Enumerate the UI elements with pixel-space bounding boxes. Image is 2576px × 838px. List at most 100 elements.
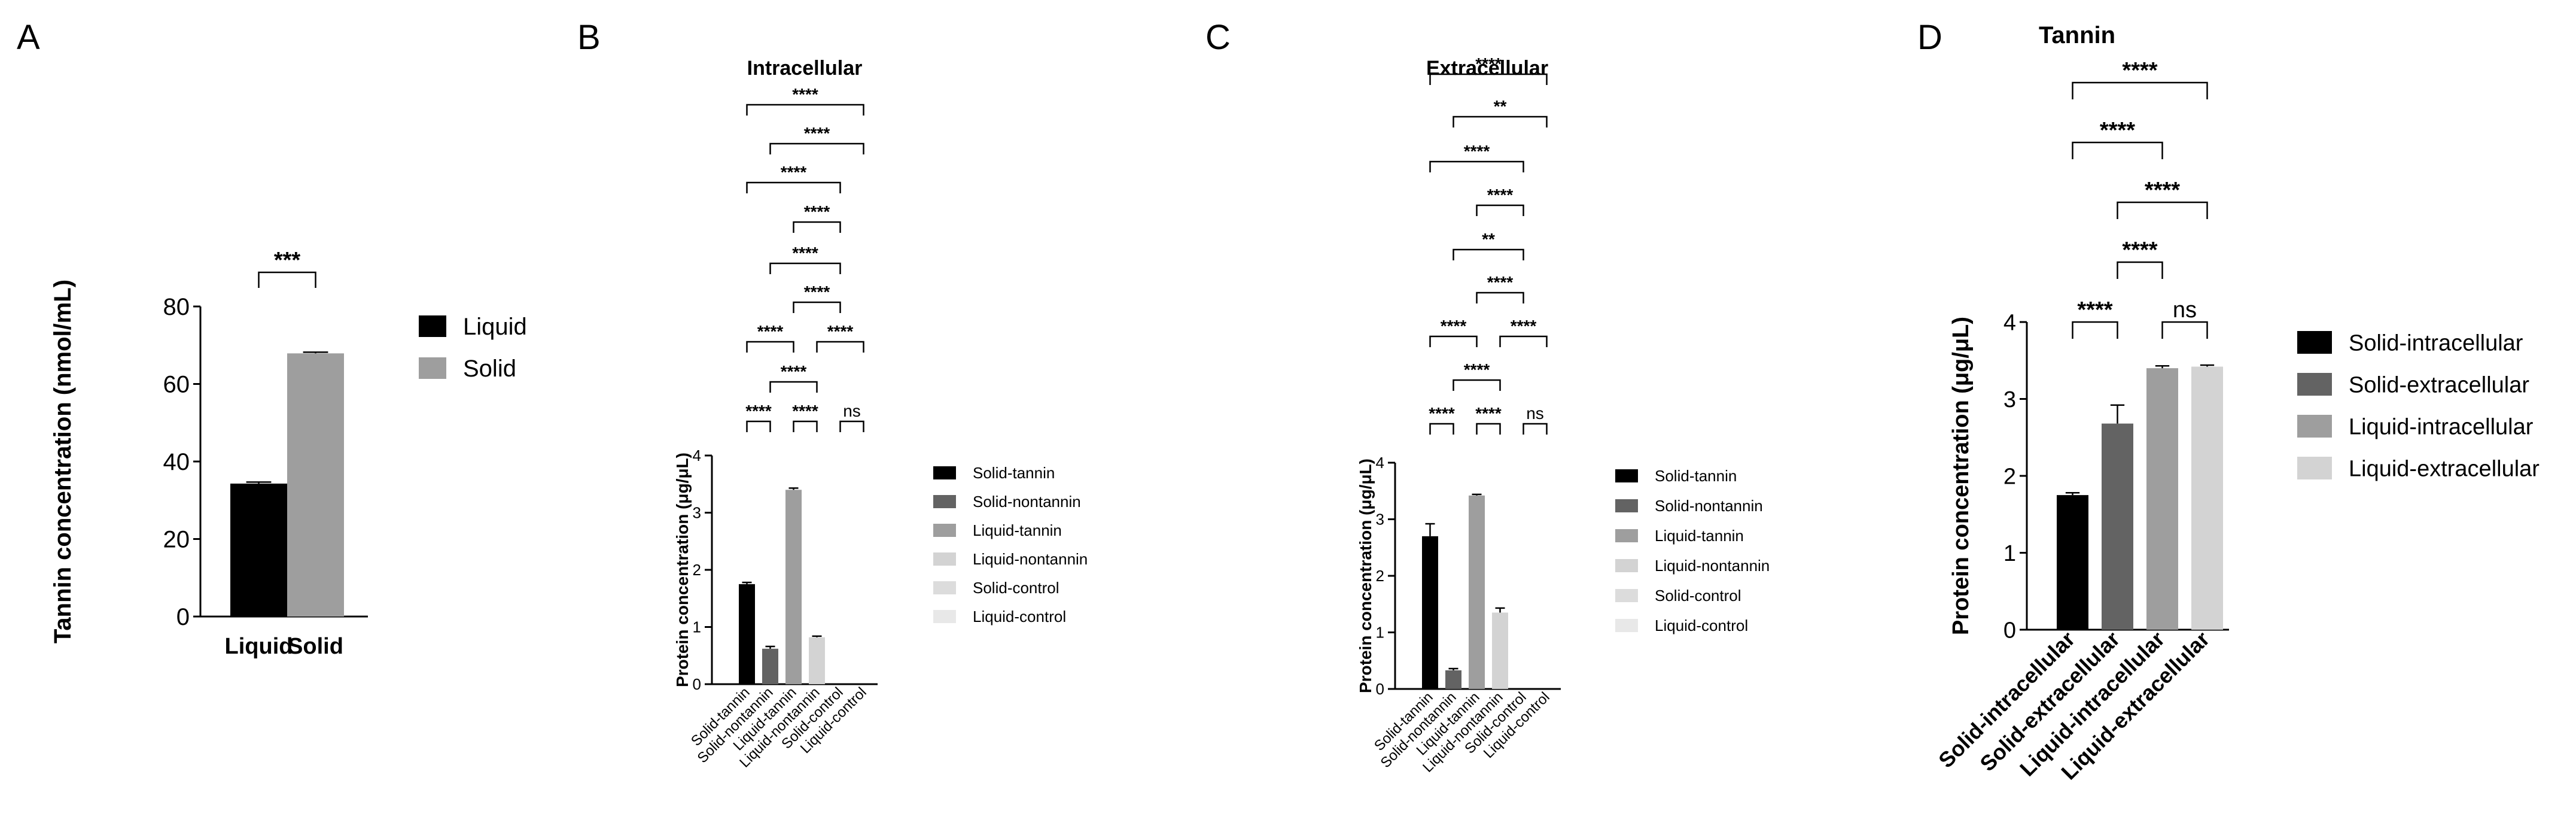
significance-bracket [1476, 204, 1524, 216]
significance-label: **** [2100, 118, 2135, 143]
legend-swatch [933, 552, 956, 566]
legend-label: Liquid-nontannin [973, 550, 1088, 568]
significance-bracket [793, 420, 818, 432]
significance-label: **** [1475, 404, 1502, 423]
y-axis-label: Protein concentration (μg/μL) [1948, 317, 1974, 635]
significance-bracket [2072, 81, 2208, 99]
legend-swatch [1615, 619, 1638, 632]
panel-label-c: C [1205, 18, 1231, 57]
y-tick-label: 40 [163, 449, 190, 475]
significance-label: **** [2122, 238, 2157, 263]
significance-bracket [1499, 335, 1548, 347]
significance-label: ** [1482, 230, 1495, 248]
significance-bracket [2161, 321, 2208, 339]
significance-bracket [746, 420, 771, 432]
significance-label: **** [781, 163, 807, 181]
panel-a-tannin-chart: 0 20 40 60 80 Tannin concentration (nmol/mL) L… [50, 248, 527, 659]
significance-bracket [769, 262, 841, 274]
y-tick-label: 60 [163, 372, 190, 398]
significance-bracket [793, 301, 841, 313]
y-tick-label: 0 [176, 604, 190, 630]
bar-liquid-nontannin [809, 637, 825, 684]
bar-solid-nontannin [762, 648, 778, 684]
significance-bracket [2117, 201, 2208, 219]
significance-bracket [1453, 248, 1524, 260]
chart-title: Tannin [2039, 22, 2115, 48]
significance-label: **** [1464, 142, 1490, 160]
significance-label: **** [781, 362, 807, 381]
y-tick-label: 4 [693, 447, 701, 464]
bar-liquid-tannin [1469, 495, 1485, 689]
significance-bracket [769, 381, 818, 393]
y-tick-label: 20 [163, 527, 190, 553]
legend-swatch [419, 357, 446, 379]
y-tick-label: 0 [1376, 680, 1384, 698]
significance-label: **** [1487, 186, 1514, 204]
significance-label: **** [804, 124, 830, 142]
legend-swatch [933, 610, 956, 623]
legend-swatch [1615, 589, 1638, 602]
significance-label: **** [2145, 178, 2180, 203]
significance-label: **** [792, 402, 818, 420]
significance-bracket [1476, 423, 1501, 435]
significance-bracket [2072, 141, 2163, 159]
significance-bracket [1429, 335, 1478, 347]
significance-label: **** [1487, 273, 1514, 292]
x-tick-label: Solid [288, 634, 343, 659]
significance-label: **** [1464, 360, 1490, 379]
significance-bracket [1476, 292, 1524, 303]
y-tick-label: 4 [1376, 454, 1384, 472]
significance-label: **** [1429, 404, 1455, 423]
legend-swatch [2297, 457, 2332, 479]
bar-solid-tannin [739, 584, 755, 684]
y-axis-label: Tannin concentration (nmol/mL) [50, 280, 76, 643]
bar-solid-extracellular [2102, 423, 2133, 630]
y-tick-label: 2 [2003, 464, 2016, 489]
significance-label: ns [2173, 297, 2197, 323]
significance-label: **** [804, 283, 830, 301]
significance-bracket [1453, 379, 1501, 391]
legend-label: Solid-tannin [1655, 467, 1737, 485]
significance-bracket [839, 420, 864, 432]
legend-swatch [933, 495, 956, 508]
legend-swatch [1615, 529, 1638, 542]
significance-label: **** [1511, 317, 1537, 335]
panel-label-a: A [17, 18, 40, 57]
significance-label: **** [757, 322, 784, 341]
bar-liquid-nontannin [1492, 612, 1508, 689]
y-axis-label: Protein concentration (μg/μL) [1356, 459, 1375, 693]
significance-label: **** [2122, 58, 2157, 83]
legend-swatch [1615, 559, 1638, 572]
legend-swatch [2297, 415, 2332, 438]
x-tick-label: Liquid [225, 634, 293, 659]
y-axis-label: Protein concentration (μg/μL) [673, 453, 692, 687]
significance-bracket [816, 341, 864, 353]
bar-liquid-intracellular [2146, 368, 2178, 630]
panel-label-b: B [577, 18, 601, 57]
bar-solid-intracellular [2057, 495, 2088, 630]
legend-label: Solid-control [973, 579, 1059, 597]
legend-label: Liquid [463, 314, 527, 340]
significance-bracket [1453, 116, 1548, 127]
legend-swatch [1615, 469, 1638, 482]
significance-label: ** [1494, 97, 1507, 116]
bar-liquid-extracellular [2191, 366, 2223, 630]
y-tick-label: 3 [2003, 387, 2016, 412]
significance-bracket [1523, 423, 1548, 435]
y-tick-label: 1 [2003, 541, 2016, 566]
significance-bracket [258, 271, 316, 288]
panel-label-d: D [1917, 18, 1942, 57]
legend-label: Liquid-nontannin [1655, 557, 1770, 575]
y-tick-label: 2 [1376, 567, 1384, 585]
significance-label: ns [843, 402, 861, 420]
legend-label: Solid-tannin [973, 464, 1055, 482]
legend-label: Liquid-control [1655, 617, 1748, 634]
legend-label: Solid-nontannin [973, 493, 1081, 511]
significance-bracket [746, 341, 794, 353]
legend-label: Liquid-extracellular [2349, 456, 2540, 481]
bar-liquid-tannin [785, 490, 802, 684]
legend-label: Liquid-control [973, 608, 1066, 626]
significance-bracket [1429, 160, 1524, 172]
